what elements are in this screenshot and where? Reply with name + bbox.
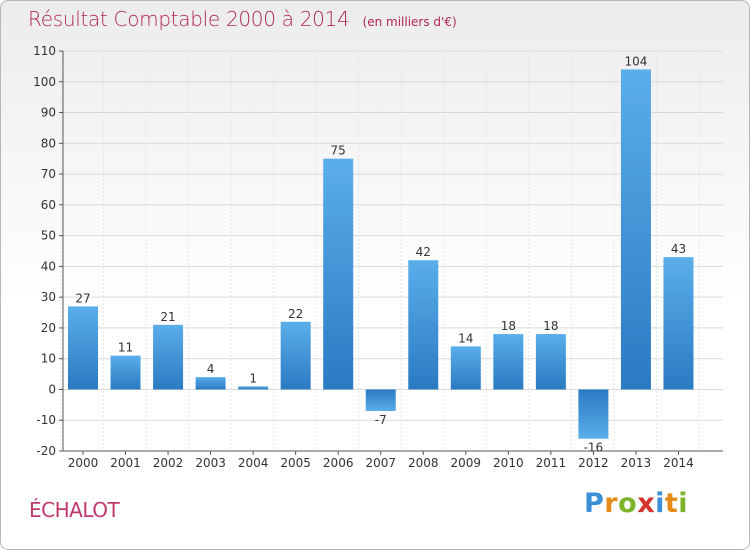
title-row: Résultat Comptable 2000 à 2014 (en milli…	[28, 7, 457, 31]
x-tick-label: 2009	[451, 456, 482, 470]
y-tick-label: -20	[36, 444, 56, 458]
x-tick-label: 2002	[153, 456, 184, 470]
bar-2003	[195, 377, 226, 390]
data-label: 21	[160, 310, 175, 324]
logo-letter: i	[678, 488, 689, 519]
y-tick-label: 60	[41, 198, 56, 212]
y-tick-label: 100	[33, 75, 56, 89]
x-tick-label: 2001	[110, 456, 141, 470]
bar-2010	[493, 334, 524, 390]
y-tick-label: 110	[33, 44, 56, 58]
logo-letter: P	[584, 488, 605, 519]
logo-letter: r	[604, 488, 619, 519]
bar-2002	[153, 324, 184, 390]
bar-2000	[68, 306, 98, 390]
data-label: 11	[118, 341, 133, 355]
bars	[68, 69, 694, 439]
y-tick-label: 30	[41, 290, 56, 304]
bar-2001	[110, 355, 141, 390]
commune-name: ÉCHALOT	[29, 498, 120, 522]
y-tick-label: 70	[41, 167, 56, 181]
y-tick-label: 90	[41, 106, 56, 120]
x-tick-label: 2012	[578, 456, 609, 470]
bar-2011	[535, 334, 566, 390]
data-label: 43	[671, 242, 686, 256]
data-label: 18	[543, 319, 558, 333]
bar-2007	[365, 389, 396, 411]
data-label: 75	[331, 144, 346, 158]
x-tick-label: 2011	[536, 456, 567, 470]
proxiti-logo: Proxiti	[584, 488, 688, 519]
axes: -20 -10 0 10 20 30 40 50 60 70 80 90 100 110 2000 2001 2…	[33, 44, 723, 470]
y-tick-label: -10	[36, 413, 56, 427]
x-tick-label: 2007	[365, 456, 396, 470]
data-label: -16	[584, 441, 604, 455]
x-tick-label: 2013	[621, 456, 652, 470]
bar-2012	[578, 389, 609, 439]
data-label: 27	[75, 291, 90, 305]
bar-2013	[620, 69, 651, 390]
bar-2009	[450, 346, 481, 390]
y-tick-label: 80	[41, 136, 56, 150]
bar-2004	[238, 386, 269, 390]
y-tick-label: 40	[41, 259, 56, 273]
logo-letter: x	[637, 488, 656, 519]
logo-letter: o	[618, 488, 638, 519]
data-label: 42	[416, 245, 431, 259]
x-tick-label: 2004	[238, 456, 269, 470]
y-tick-label: 50	[41, 229, 56, 243]
data-label: 18	[501, 319, 516, 333]
x-tick-label: 2003	[195, 456, 226, 470]
y-tick-label: 0	[48, 382, 56, 396]
x-tick-label: 2010	[493, 456, 524, 470]
y-tick-label: 20	[41, 321, 56, 335]
x-tick-label: 2008	[408, 456, 439, 470]
bar-2008	[408, 260, 439, 390]
x-tick-label: 2005	[280, 456, 311, 470]
data-label: 104	[624, 54, 647, 68]
data-label: 22	[288, 307, 303, 321]
logo-letter: t	[664, 488, 679, 519]
data-label: 4	[207, 362, 215, 376]
y-tick-label: 10	[41, 352, 56, 366]
chart-title: Résultat Comptable 2000 à 2014	[28, 7, 350, 31]
x-tick-label: 2014	[663, 456, 694, 470]
x-tick-label: 2000	[68, 456, 99, 470]
bar-2005	[280, 321, 311, 390]
chart-subtitle: (en milliers d'€)	[362, 15, 457, 29]
bar-2014	[663, 257, 694, 390]
bar-2006	[323, 158, 354, 390]
data-label: 1	[249, 371, 257, 385]
data-label: -7	[375, 413, 387, 427]
data-label: 14	[458, 331, 473, 345]
data-labels: 27 11 21 4 1 22 75 -7 42 14 18 18 -16 104 43	[75, 54, 686, 454]
logo-letter: i	[655, 488, 665, 519]
x-tick-label: 2006	[323, 456, 354, 470]
